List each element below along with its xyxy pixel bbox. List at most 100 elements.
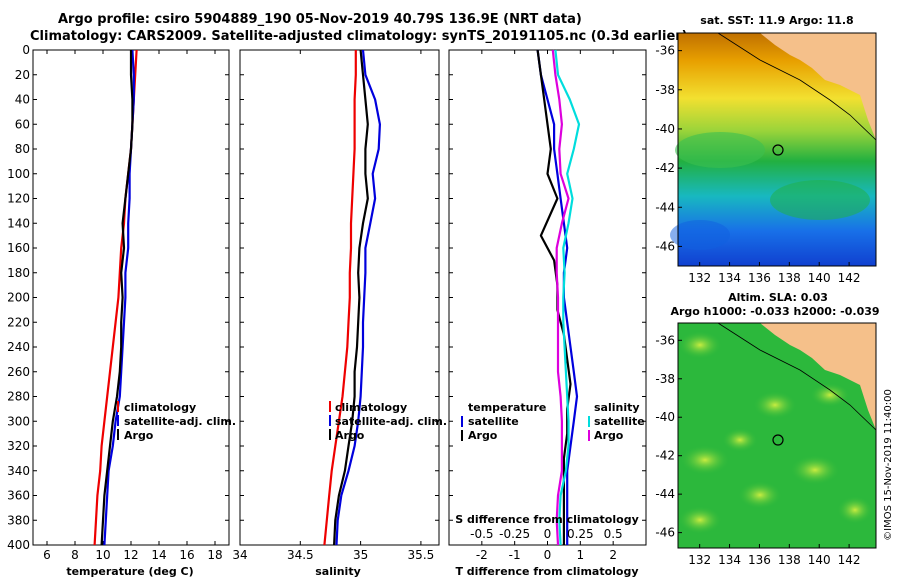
temperature-legend: climatology satellite-adj. clim. Argo: [117, 401, 236, 442]
x-tick-label: 1: [577, 548, 585, 562]
sst-patch: [675, 132, 765, 168]
imos-credit: ©IMOS 15-Nov-2019 11:40:00: [883, 389, 894, 541]
map-x-tick-label: 142: [838, 271, 861, 285]
s-diff-tick-label: 0.25: [567, 527, 594, 541]
sla-patch: [680, 445, 730, 475]
salinity-xlabel: salinity: [315, 565, 361, 578]
title-line-1: Argo profile: csiro 5904889_190 05-Nov-2…: [58, 12, 582, 27]
sst-land: [760, 33, 876, 140]
sst-map-axes: 132 134 136 138 140 142 -36 -38 -40 -42 -44 -46: [655, 44, 860, 285]
map-x-tick-label: 134: [718, 553, 741, 567]
x-tick-label: -1: [509, 548, 521, 562]
series-line-satellite-adj-clim-: [335, 49, 381, 546]
map-x-tick-label: 142: [838, 553, 861, 567]
x-tick-label: 35.5: [408, 548, 435, 562]
sla-land: [760, 323, 876, 430]
sla-depth-contour: [717, 322, 877, 431]
map-y-tick-label: -38: [655, 372, 675, 386]
sst-map-frame: [677, 32, 877, 267]
legend-label-argo: Argo: [124, 429, 154, 442]
depth-tick-label: 220: [7, 315, 30, 329]
legend-label-climatology: climatology: [335, 401, 407, 414]
legend-label-climatology: climatology: [124, 401, 196, 414]
map-y-tick-label: -46: [655, 526, 675, 540]
map-x-tick-label: 132: [688, 553, 711, 567]
series-line-climatology: [93, 49, 138, 546]
series-line-s-satellite: [554, 49, 581, 546]
depth-tick-label: 340: [7, 464, 30, 478]
legend-title-salinity: salinity: [594, 401, 640, 414]
salinity-plot: 34 34.5 35 35.5: [232, 49, 439, 562]
sst-map: [670, 32, 877, 267]
series-line-argo: [333, 49, 369, 546]
map-x-tick-label: 138: [778, 553, 801, 567]
map-x-tick-label: 136: [748, 553, 771, 567]
x-tick-label: 34: [232, 548, 247, 562]
sla-map-title: Altim. SLA: 0.03: [728, 291, 828, 304]
map-y-tick-label: -42: [655, 449, 675, 463]
depth-tick-label: 80: [15, 142, 30, 156]
map-y-tick-label: -42: [655, 161, 675, 175]
depth-tick-label: 320: [7, 439, 30, 453]
depth-axis: 0 20 40 60 80 100 120 140 160 180 200 220 240 260 280 3…: [7, 43, 30, 552]
sla-map: [677, 322, 877, 549]
depth-tick-label: 140: [7, 216, 30, 230]
x-tick-label: 34.5: [287, 548, 314, 562]
map-y-tick-label: -36: [655, 333, 675, 347]
sla-map-frame: [677, 322, 877, 549]
depth-tick-label: 100: [7, 167, 30, 181]
x-tick-label: 16: [179, 548, 194, 562]
map-y-tick-label: -40: [655, 122, 675, 136]
sla-patch: [790, 455, 840, 485]
x-tick-label: 18: [207, 548, 222, 562]
depth-tick-label: 380: [7, 513, 30, 527]
map-x-tick-label: 136: [748, 271, 771, 285]
sla-patch: [738, 481, 782, 509]
sst-patch: [770, 180, 870, 220]
map-y-tick-label: -40: [655, 410, 675, 424]
s-diff-tick-label: -0.25: [499, 527, 530, 541]
sla-patch: [678, 331, 722, 359]
depth-tick-label: 0: [22, 43, 30, 57]
depth-tick-label: 120: [7, 192, 30, 206]
temperature-plot: 6 8 10 12 14 16 18: [33, 49, 229, 562]
depth-tick-label: 260: [7, 365, 30, 379]
x-tick-label: 35: [353, 548, 368, 562]
map-x-tick-label: 140: [808, 553, 831, 567]
sla-patch: [722, 428, 758, 452]
x-tick-label: -2: [476, 548, 488, 562]
map-x-tick-label: 140: [808, 271, 831, 285]
s-diff-tick-label: 0.5: [604, 527, 623, 541]
x-tick-label: 0: [544, 548, 552, 562]
temperature-xlabel: temperature (deg C): [66, 565, 193, 578]
depth-tick-label: 300: [7, 414, 30, 428]
title-line-2: Climatology: CARS2009. Satellite-adjuste…: [30, 29, 688, 44]
sst-map-title: sat. SST: 11.9 Argo: 11.8: [700, 14, 853, 27]
s-diff-tick-label: 0: [544, 527, 552, 541]
sla-patch: [837, 496, 873, 524]
x-tick-label: 10: [95, 548, 110, 562]
depth-tick-label: 40: [15, 93, 30, 107]
difference-plot: -2 -1 0 1 2 -0.5 -0.25 0 0.25 0.5: [449, 49, 646, 562]
map-x-tick-label: 132: [688, 271, 711, 285]
difference-xlabel: T difference from climatology: [455, 565, 638, 578]
map-y-tick-label: -46: [655, 239, 675, 253]
sla-patch: [753, 391, 797, 419]
depth-tick-label: 280: [7, 390, 30, 404]
legend-title-temperature: temperature: [468, 401, 546, 414]
sla-map-subtitle: Argo h1000: -0.033 h2000: -0.039: [670, 305, 879, 318]
legend-label-satellite: satellite-adj. clim.: [335, 415, 447, 428]
legend-label-argo: Argo: [335, 429, 365, 442]
depth-tick-label: 60: [15, 117, 30, 131]
s-diff-tick-label: -0.5: [470, 527, 493, 541]
map-x-tick-label: 134: [718, 271, 741, 285]
depth-tick-label: 160: [7, 241, 30, 255]
legend-label-t-argo: Argo: [468, 429, 498, 442]
series-line-climatology: [323, 50, 357, 546]
x-tick-label: 12: [123, 548, 138, 562]
sst-patch: [670, 220, 730, 250]
x-tick-label: 6: [43, 548, 51, 562]
legend-label-t-satellite: satellite: [468, 415, 519, 428]
sla-patch: [810, 383, 850, 407]
